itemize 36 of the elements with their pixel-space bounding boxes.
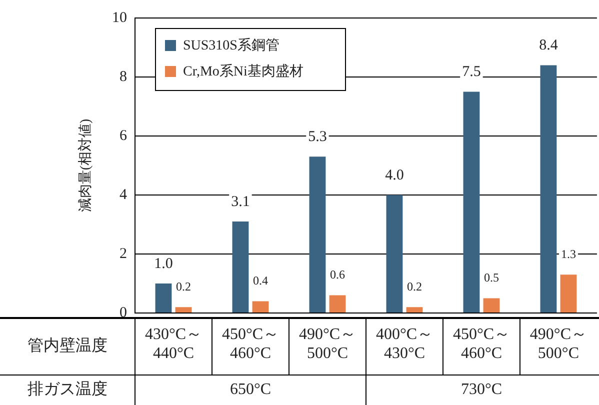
y-tick-label: 8 [120, 68, 127, 85]
text: 8.4 [539, 38, 558, 54]
bar [329, 295, 346, 312]
text: 0.2 [176, 279, 192, 294]
text: 1.3 [560, 246, 576, 261]
y-axis-title: 減肉量(相対値) [78, 118, 94, 212]
text: 4.0 [385, 167, 404, 184]
text: 3.1 [231, 194, 250, 210]
text: 排ガス温度 [28, 380, 108, 398]
legend-label: Cr,Mo系Ni基肉盛材 [183, 64, 304, 80]
bar [406, 307, 423, 312]
bar [463, 92, 480, 312]
y-tick-label: 4 [120, 186, 128, 203]
bar [175, 307, 192, 312]
bar [232, 222, 249, 312]
legend-label: SUS310S系鋼管 [183, 38, 280, 54]
bar [540, 65, 557, 312]
bar [483, 298, 500, 312]
bar [155, 284, 172, 312]
text: 650°C [230, 381, 272, 398]
y-tick-label: 2 [120, 246, 127, 262]
y-tick-label: 6 [120, 128, 128, 144]
text: 1.0 [154, 256, 173, 272]
bar [252, 301, 269, 312]
text: 0.2 [406, 279, 422, 294]
bar [560, 274, 577, 312]
bar [309, 156, 326, 312]
text: 0.6 [330, 267, 345, 282]
text: 7.5 [462, 64, 481, 80]
y-tick-label: 0 [120, 304, 127, 321]
text: 730°C [460, 381, 502, 398]
bar [386, 195, 403, 312]
text: 0.5 [484, 270, 499, 284]
text: 0.4 [253, 273, 268, 288]
y-tick-label: 10 [112, 10, 127, 26]
text: 5.3 [308, 129, 327, 146]
